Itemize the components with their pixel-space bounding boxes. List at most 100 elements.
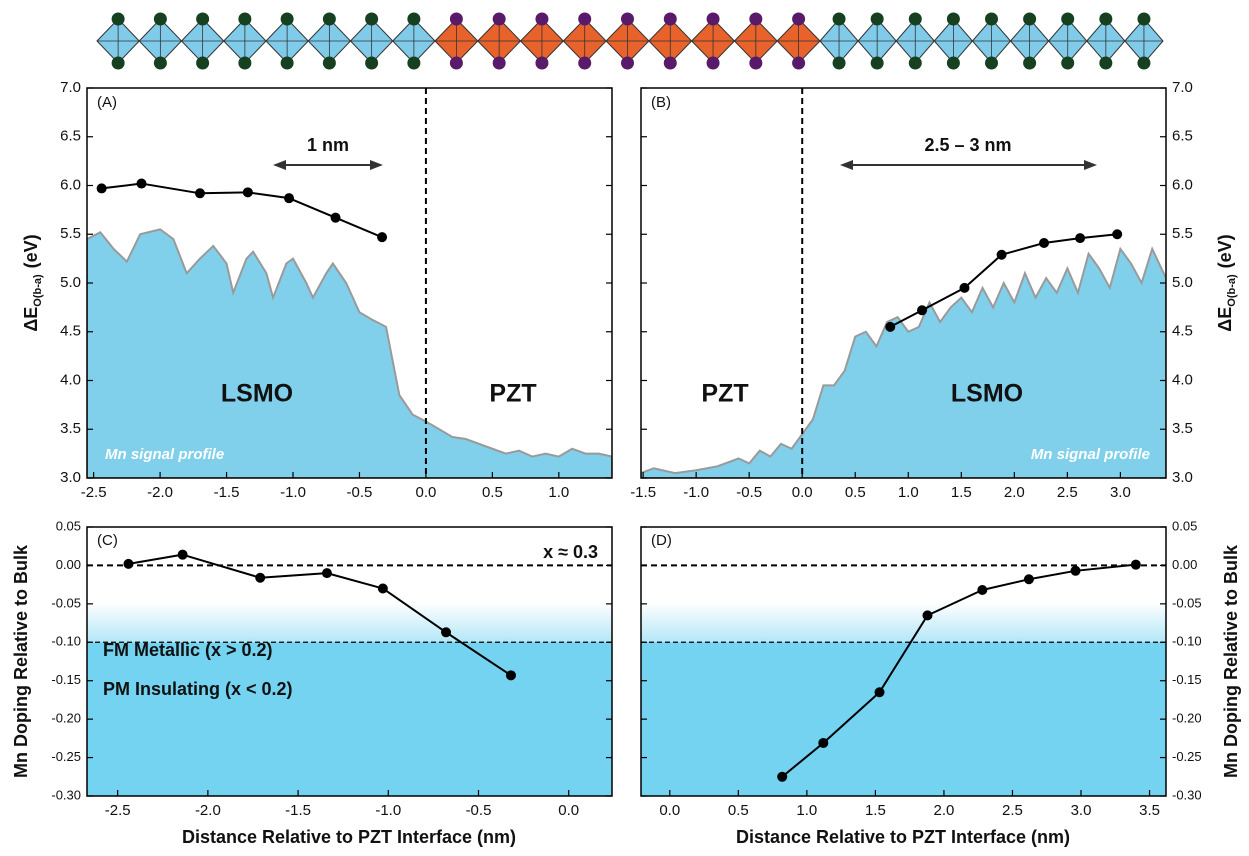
y-label-main: Mn Doping Relative to Bulk: [11, 544, 31, 778]
arrow-head: [273, 160, 286, 170]
y-tick-label: 0.05: [1172, 518, 1197, 533]
cation: [322, 56, 336, 70]
data-point: [96, 183, 107, 194]
data-point: [1112, 229, 1123, 240]
data-point: [1070, 565, 1081, 576]
y-tick-label: 0.00: [56, 557, 81, 572]
y-tick-label: 6.5: [60, 128, 81, 145]
cation: [621, 12, 634, 26]
y-tick-label: 4.0: [1172, 371, 1193, 388]
cation: [621, 56, 634, 70]
x-tick-label: 3.5: [1139, 802, 1160, 819]
cation: [407, 12, 421, 26]
cation: [985, 56, 998, 70]
annotation: PM Insulating (x < 0.2): [103, 679, 293, 699]
cation: [870, 12, 884, 26]
plot-frame: [640, 526, 1167, 797]
panel-label: (A): [97, 94, 117, 111]
cation: [1023, 56, 1037, 70]
y-tick-label: -0.30: [51, 787, 81, 802]
y-tick-label: 3.5: [1172, 420, 1193, 437]
y-tick-label: 0.05: [56, 518, 81, 533]
lattice-schematic: [96, 12, 1164, 70]
data-point: [874, 687, 885, 698]
x-tick-label: -0.5: [736, 484, 762, 501]
data-point: [996, 249, 1007, 260]
x-tick-label: 1.5: [865, 802, 886, 819]
x-tick-label: 1.0: [898, 484, 919, 501]
cation: [706, 12, 720, 26]
panel-label: (D): [651, 532, 672, 549]
y-label-sub: O(b-a): [1226, 274, 1238, 307]
cation: [492, 56, 506, 70]
y-axis-label: Mn Doping Relative to Bulk: [1221, 544, 1241, 778]
data-point: [977, 585, 988, 596]
cation: [663, 56, 677, 70]
x-tick-label: -1.0: [683, 484, 709, 501]
x-tick-label: -1.0: [375, 802, 401, 819]
x-tick-label: 0.0: [415, 484, 436, 501]
data-point: [377, 232, 388, 243]
data-point: [885, 321, 896, 332]
y-label-unit: (eV): [1215, 234, 1235, 268]
y-label-main: ΔE: [1215, 307, 1235, 332]
y-tick-label: 6.5: [1172, 128, 1193, 145]
cation: [792, 56, 806, 70]
y-tick-label: 4.0: [60, 371, 81, 388]
data-point: [441, 627, 452, 638]
data-point: [255, 572, 266, 583]
x-tick-label: 3.0: [1110, 484, 1131, 501]
series-label: Mn signal profile: [105, 446, 224, 463]
cation: [535, 56, 549, 70]
x-tick-label: 0.5: [728, 802, 749, 819]
annotation: PZT: [701, 380, 748, 408]
y-tick-label: 7.0: [1172, 79, 1193, 96]
cation: [365, 56, 379, 70]
y-tick-label: -0.25: [1172, 749, 1202, 764]
x-tick-label: 2.0: [934, 802, 955, 819]
data-point: [959, 282, 970, 293]
signal-area: [641, 246, 1166, 478]
cation: [985, 12, 998, 26]
panel-label: (B): [651, 94, 671, 111]
cation: [946, 12, 960, 26]
fit-line: [101, 182, 383, 239]
x-tick-label: 1.0: [548, 484, 569, 501]
signal-area: [87, 228, 612, 478]
y-tick-label: -0.15: [1172, 672, 1202, 687]
y-tick-label: 5.0: [60, 274, 81, 291]
x-tick-label: 3.0: [1071, 802, 1092, 819]
annotation: FM Metallic (x > 0.2): [103, 640, 273, 660]
y-axis-label: ΔEO(b-a) (eV): [21, 234, 44, 331]
data-point: [1075, 233, 1086, 244]
y-tick-label: -0.15: [51, 672, 81, 687]
cation: [832, 56, 846, 70]
data-point: [194, 188, 205, 199]
x-tick-label: -0.5: [466, 802, 492, 819]
cation: [946, 56, 960, 70]
y-tick-label: -0.20: [51, 711, 81, 726]
x-tick-label: 2.5: [1057, 484, 1078, 501]
y-tick-label: -0.20: [1172, 711, 1202, 726]
cation: [749, 12, 763, 26]
cation: [153, 12, 167, 26]
x-tick-label: -2.5: [105, 802, 131, 819]
cation: [578, 56, 592, 70]
y-tick-label: -0.25: [51, 749, 81, 764]
y-tick-label: -0.05: [51, 595, 81, 610]
y-tick-label: 7.0: [60, 79, 81, 96]
cation: [832, 12, 846, 26]
y-tick-label: 5.5: [60, 225, 81, 242]
cation: [1023, 12, 1037, 26]
panel-label: (C): [97, 532, 118, 549]
cation: [407, 56, 421, 70]
cation: [663, 12, 677, 26]
data-point: [177, 549, 188, 560]
fit-line: [781, 563, 1136, 778]
x-tick-label: -2.0: [195, 802, 221, 819]
y-tick-label: 3.0: [1172, 469, 1193, 486]
series-label: Mn signal profile: [1031, 446, 1150, 463]
annotation: PZT: [489, 380, 536, 408]
cation: [1061, 56, 1075, 70]
cation: [1137, 12, 1151, 26]
